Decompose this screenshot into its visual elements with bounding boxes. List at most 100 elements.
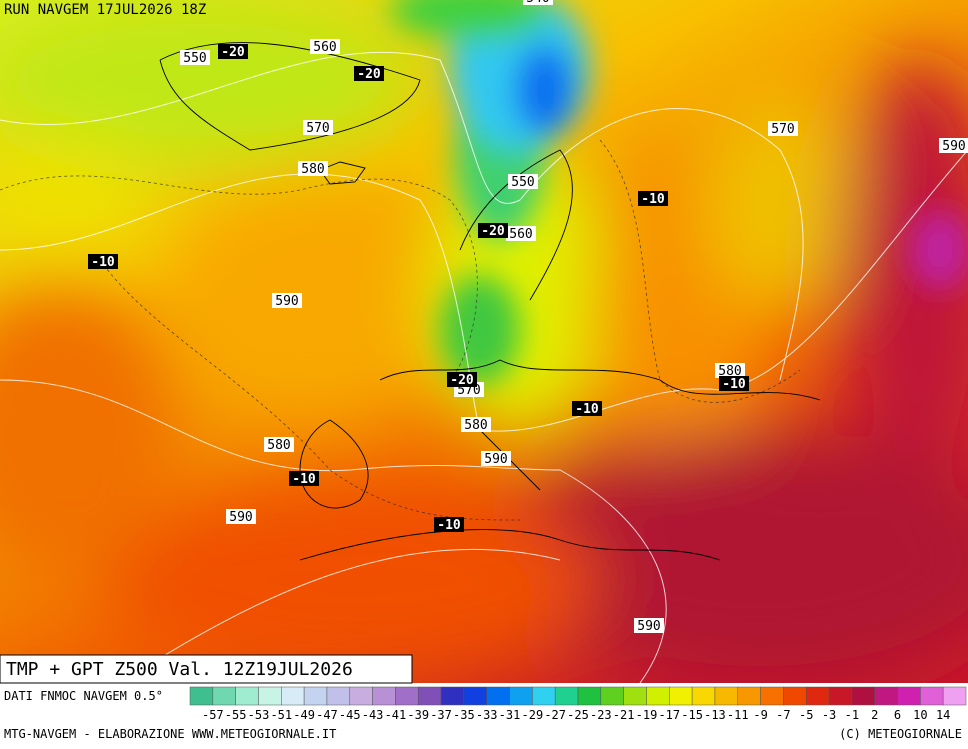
temperature-label: -10 [91,255,115,270]
temperature-label-bg [354,66,384,81]
legend-swatch [235,686,259,706]
geopotential-label: 590 [275,294,298,309]
legend-swatch [189,686,214,706]
temperature-label-bg [218,44,248,59]
geopotential-label-bg [303,120,333,135]
temperature-label-bg [289,471,319,486]
legend-swatch [372,686,396,706]
temperature-label-bg [572,401,602,416]
legend-label: 6 [894,708,901,722]
legend-swatch [737,686,761,706]
legend-label: -51 [270,708,292,722]
map-title: TMP + GPT Z500 Val. 12Z19JUL2026 [6,659,353,680]
geopotential-label: 540 [526,0,549,6]
geopotential-label: 590 [484,452,507,467]
legend-swatch [669,686,693,706]
footer-right: (C) METEOGIORNALE [839,727,962,741]
legend-label: 10 [913,708,927,722]
legend-label: -41 [385,708,407,722]
run-header: RUN NAVGEM 17JUL2026 18Z [4,2,206,18]
geopotential-label-bg [634,618,664,633]
temperature-field [0,0,968,683]
legend-swatch [760,686,784,706]
temperature-label: -10 [292,472,316,487]
temperature-label: -10 [722,377,746,392]
legend-swatch [942,686,967,706]
legend-label: -15 [681,708,703,722]
legend-swatch [600,686,624,706]
temperature-label-bg [88,254,118,269]
temperature-label-bg [478,223,508,238]
geopotential-label: 580 [718,364,741,379]
geopotential-label: 560 [313,40,336,55]
temperature-label-bg [434,517,464,532]
temperature-label: -10 [437,518,461,533]
geopotential-label: 590 [942,139,965,154]
temperature-label-bg [447,372,477,387]
legend-label: -21 [613,708,635,722]
legend-swatch [714,686,739,706]
title-box [0,654,413,684]
legend-label: -3 [822,708,836,722]
legend-swatch [212,686,236,706]
temperature-label-bg [719,376,749,391]
geopotential-label-bg [506,226,536,241]
geopotential-label-bg [768,121,798,136]
geopotential-label-bg [508,174,538,189]
geopotential-label: 590 [229,510,252,525]
legend-label: -13 [704,708,726,722]
legend-swatch [646,686,670,706]
geopotential-label: 580 [267,438,290,453]
geopotential-label: 580 [464,418,487,433]
geopotential-label: 590 [637,619,660,634]
legend-swatch [349,686,373,706]
coastlines [159,42,821,561]
legend-label: -25 [567,708,589,722]
color-legend: -57 -55 -53 -51 -49 -47 -45 -43 -41 -39 -37 -35 -33-… [189,686,967,722]
legend-swatch [920,686,944,706]
geopotential-label-bg [715,363,745,378]
legend-label: -49 [293,708,315,722]
legend-swatch [851,686,875,706]
legend-swatch [554,686,579,706]
legend-label: -5 [799,708,813,722]
geopotential-label-bg [264,437,294,452]
footer-left: MTG-NAVGEM - ELABORAZIONE WWW.METEOGIORN… [4,727,336,741]
legend-label: -7 [776,708,790,722]
legend-swatch [303,686,328,706]
geopotential-label-bg [461,417,491,432]
temperature-label: -20 [357,67,381,82]
legend-swatch [805,686,830,706]
geopotential-label-bg [180,50,210,65]
legend-swatch [783,686,807,706]
temperature-label: -20 [481,224,505,239]
legend-label: -47 [316,708,338,722]
legend-label: -31 [499,708,521,722]
geopotential-label-bg [298,161,328,176]
geopotential-label: 570 [771,122,794,137]
legend-swatch [897,686,921,706]
legend-label: -23 [590,708,612,722]
legend-swatch [417,686,442,706]
legend-swatch [828,686,853,706]
geopotential-label: 560 [509,227,532,242]
geopotential-label-bg [481,451,511,466]
legend-label: 14 [936,708,950,722]
legend-swatch [691,686,716,706]
legend-label: -9 [753,708,767,722]
geopotential-label: 580 [301,162,324,177]
legend-swatch [395,686,419,706]
geopotential-label-bg [939,138,968,153]
legend-label: -37 [430,708,452,722]
legend-swatch [258,686,282,706]
legend-label: -35 [453,708,475,722]
legend-swatch [509,686,533,706]
source-text: DATI FNMOC NAVGEM 0.5° [4,689,163,703]
legend-label: -39 [407,708,429,722]
legend-swatch [623,686,647,706]
legend-label: -33 [476,708,498,722]
geopotential-label: 550 [183,51,206,66]
legend-label: -1 [845,708,859,722]
geopotential-label-bg [523,0,553,5]
